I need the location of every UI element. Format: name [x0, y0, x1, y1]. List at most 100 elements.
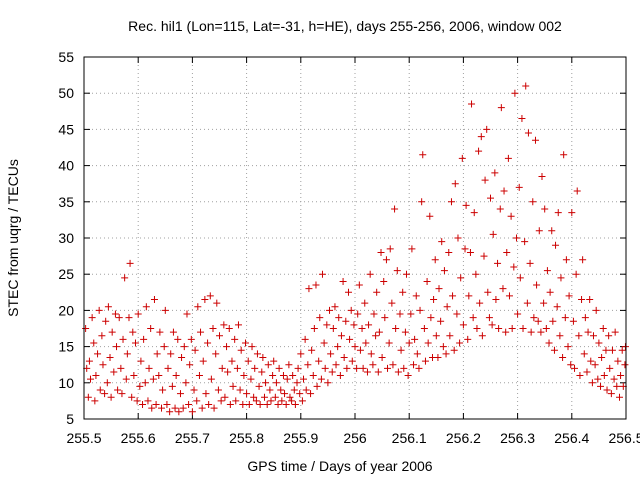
data-point: [258, 368, 266, 376]
y-tick-label: 15: [58, 339, 74, 355]
data-point: [548, 227, 556, 235]
data-point: [169, 328, 177, 336]
data-point: [234, 321, 242, 329]
data-point: [260, 393, 268, 401]
data-point: [412, 292, 420, 300]
data-point: [130, 372, 138, 380]
data-point: [365, 321, 373, 329]
data-point: [586, 296, 594, 304]
data-point: [614, 357, 622, 365]
data-point: [515, 183, 523, 191]
data-point: [361, 299, 369, 307]
data-point: [171, 404, 179, 412]
data-point: [82, 325, 90, 332]
data-point: [231, 335, 239, 343]
data-point: [193, 397, 201, 405]
data-point: [496, 205, 504, 213]
data-point: [457, 274, 465, 282]
data-point: [610, 375, 618, 383]
data-point: [118, 390, 126, 398]
data-point: [298, 397, 306, 405]
data-point: [430, 296, 438, 304]
data-point: [206, 292, 214, 300]
data-point: [439, 343, 447, 351]
data-point: [300, 375, 308, 383]
data-point: [595, 339, 603, 347]
data-point: [250, 393, 258, 401]
data-point: [402, 270, 410, 278]
data-point: [580, 350, 588, 358]
data-point: [592, 306, 600, 314]
data-point: [199, 357, 207, 365]
data-point: [334, 343, 342, 351]
data-point: [305, 285, 313, 293]
data-point: [513, 234, 521, 242]
data-point: [155, 372, 163, 380]
data-point: [487, 194, 494, 202]
y-tick-label: 10: [58, 375, 74, 391]
data-point: [523, 299, 531, 307]
data-point: [160, 343, 168, 351]
data-point: [269, 372, 277, 380]
data-point: [198, 404, 206, 412]
data-point: [228, 357, 236, 365]
data-point: [290, 386, 298, 394]
data-point: [337, 332, 345, 340]
data-point: [247, 375, 255, 383]
data-point: [285, 361, 293, 369]
data-point: [598, 353, 606, 361]
data-point: [375, 328, 383, 336]
plot-frame: [83, 56, 627, 420]
data-point: [343, 364, 351, 372]
data-point: [396, 310, 404, 318]
data-point: [434, 353, 442, 361]
data-point: [339, 277, 347, 285]
data-point: [103, 379, 111, 387]
data-point: [245, 401, 253, 409]
data-point: [461, 245, 469, 253]
data-point: [194, 303, 202, 311]
data-point: [533, 281, 541, 289]
data-point: [104, 303, 112, 311]
data-point: [331, 303, 339, 311]
data-point: [603, 386, 611, 394]
y-tick-label: 50: [58, 85, 74, 101]
data-point: [446, 332, 454, 340]
data-point: [212, 350, 220, 358]
data-point: [527, 328, 535, 336]
y-tick-label: 25: [58, 266, 74, 282]
data-point: [366, 270, 374, 278]
data-point: [494, 259, 502, 267]
data-point: [454, 234, 462, 242]
data-point: [408, 245, 416, 253]
data-point: [427, 314, 435, 322]
data-point: [374, 368, 382, 376]
data-point: [477, 133, 485, 141]
data-point: [386, 245, 394, 253]
data-point: [541, 205, 549, 213]
data-point: [370, 310, 378, 318]
data-point: [297, 350, 305, 358]
data-point: [410, 361, 418, 369]
data-point: [459, 321, 467, 329]
data-point: [191, 346, 199, 354]
data-point: [350, 321, 358, 329]
data-point: [556, 332, 564, 340]
data-point: [252, 397, 260, 405]
data-point: [282, 401, 290, 409]
data-point: [259, 353, 267, 361]
data-point: [606, 364, 614, 372]
data-point: [277, 386, 285, 394]
data-point: [542, 325, 550, 332]
data-point: [158, 404, 166, 412]
data-point: [95, 306, 103, 314]
y-axis-label: STEC from uqrg / TECUs: [5, 159, 21, 317]
data-point: [240, 372, 248, 380]
data-point: [161, 306, 169, 314]
data-point: [552, 241, 560, 249]
data-point: [589, 332, 597, 340]
data-point: [308, 346, 316, 354]
data-point: [524, 129, 532, 137]
x-tick-labels: 255.5 255.6 255.7 255.8 255.9 256 256.1 256.2 25…: [66, 430, 640, 446]
data-point: [340, 353, 348, 361]
